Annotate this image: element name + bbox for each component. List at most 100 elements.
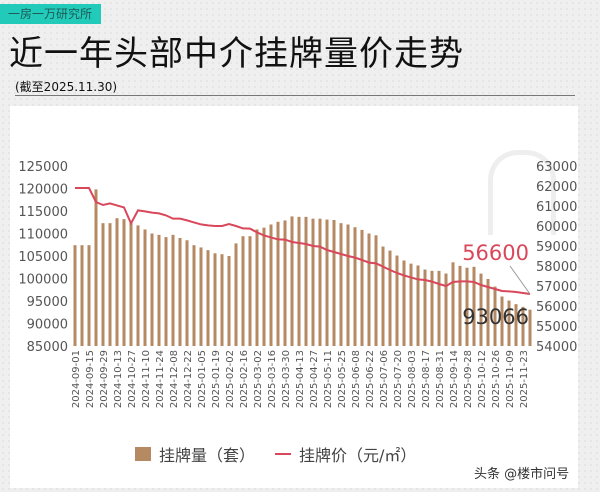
x-tick: 2024-10-13	[113, 350, 124, 408]
x-tick: 2025-06-22	[365, 350, 376, 408]
annotation-leader	[509, 265, 531, 295]
y-right-tick: 55000	[536, 320, 577, 335]
bar	[465, 267, 469, 346]
bar	[178, 238, 182, 346]
legend: 挂牌量（套） 挂牌价（元/㎡）	[135, 442, 416, 466]
divider	[15, 95, 575, 96]
y-left-tick: 95000	[27, 295, 68, 310]
price-line	[75, 187, 531, 295]
x-tick: 2025-03-30	[281, 350, 292, 408]
bar	[185, 240, 189, 346]
x-tick: 2025-07-20	[393, 350, 404, 408]
x-tick: 2025-11-09	[505, 350, 516, 408]
x-tick: 2025-01-19	[211, 350, 222, 408]
bar	[276, 221, 280, 346]
bar	[444, 273, 448, 346]
x-tick: 2025-01-05	[197, 350, 208, 408]
bar	[164, 237, 168, 346]
bar	[283, 220, 287, 346]
chart-panel	[10, 106, 578, 488]
bar	[248, 236, 252, 346]
legend-line-swatch	[275, 453, 292, 455]
x-tick: 2025-04-27	[309, 350, 320, 408]
bar	[346, 224, 350, 346]
bar	[507, 300, 511, 346]
bar	[269, 224, 273, 346]
bar	[486, 278, 490, 346]
x-tick: 2025-10-26	[491, 350, 502, 408]
source-credit: 头条 @楼市问号	[474, 467, 570, 482]
bar	[500, 296, 504, 346]
x-tick: 2024-12-08	[169, 350, 180, 408]
x-tick: 2024-11-24	[155, 350, 166, 408]
bar	[423, 269, 427, 346]
bar	[157, 234, 161, 346]
bar	[528, 309, 532, 346]
y-left-tick: 105000	[18, 250, 68, 265]
y-right-tick: 54000	[536, 340, 577, 355]
x-tick: 2024-09-29	[99, 350, 110, 408]
x-tick: 2025-11-23	[519, 350, 530, 408]
y-left-tick: 85000	[27, 340, 68, 355]
y-left-tick: 90000	[27, 318, 68, 333]
y-right-tick: 63000	[536, 160, 577, 175]
bar	[101, 223, 105, 346]
page-subtitle: (截至2025.11.30)	[15, 80, 118, 94]
x-tick: 2025-05-25	[337, 350, 348, 408]
bar	[73, 245, 77, 346]
bar	[339, 223, 343, 346]
bar	[325, 219, 329, 346]
x-tick: 2025-09-14	[449, 350, 460, 408]
y-right-tick: 61000	[536, 200, 577, 215]
bar	[206, 250, 210, 346]
x-tick: 2024-10-27	[127, 350, 138, 408]
bar	[514, 304, 518, 346]
bar	[388, 250, 392, 346]
y-left-tick: 100000	[18, 273, 68, 288]
x-tick: 2025-02-02	[225, 350, 236, 408]
x-tick: 2025-05-11	[323, 350, 334, 408]
bar	[318, 218, 322, 346]
y-right-tick: 62000	[536, 180, 577, 195]
page-title: 近一年头部中介挂牌量价走势	[9, 34, 464, 74]
x-tick: 2024-12-22	[183, 350, 194, 408]
bar	[213, 253, 217, 346]
y-right-tick: 58000	[536, 260, 577, 275]
y-left-tick: 115000	[18, 205, 68, 220]
bar	[241, 236, 245, 346]
y-right-tick: 56000	[536, 300, 577, 315]
bar	[493, 286, 497, 346]
x-tick: 2025-08-03	[407, 350, 418, 408]
bar	[353, 227, 357, 346]
bar	[395, 255, 399, 346]
bar	[381, 246, 385, 346]
bar	[458, 265, 462, 346]
y-right-tick: 57000	[536, 280, 577, 295]
y-left-tick: 120000	[18, 183, 68, 198]
price-annotation: 56600	[462, 241, 529, 265]
bar	[311, 218, 315, 346]
y-left-tick: 125000	[18, 160, 68, 175]
bar	[430, 270, 434, 346]
bar	[129, 222, 133, 346]
watermark-logo	[488, 150, 556, 235]
bar	[437, 270, 441, 346]
bar	[521, 306, 525, 346]
bar	[451, 262, 455, 346]
bar	[199, 247, 203, 346]
x-tick: 2025-03-16	[267, 350, 278, 408]
bar	[80, 245, 84, 346]
bar	[227, 256, 231, 346]
bar	[360, 229, 364, 346]
x-tick: 2025-03-02	[253, 350, 264, 408]
x-tick: 2024-09-01	[71, 350, 82, 408]
x-tick: 2025-04-13	[295, 350, 306, 408]
x-tick: 2025-08-17	[421, 350, 432, 408]
x-tick: 2025-07-06	[379, 350, 390, 408]
bar	[479, 273, 483, 346]
bar	[143, 229, 147, 346]
y-right-tick: 59000	[536, 240, 577, 255]
bar	[255, 229, 259, 346]
bar	[94, 189, 98, 346]
y-right-tick: 60000	[536, 220, 577, 235]
